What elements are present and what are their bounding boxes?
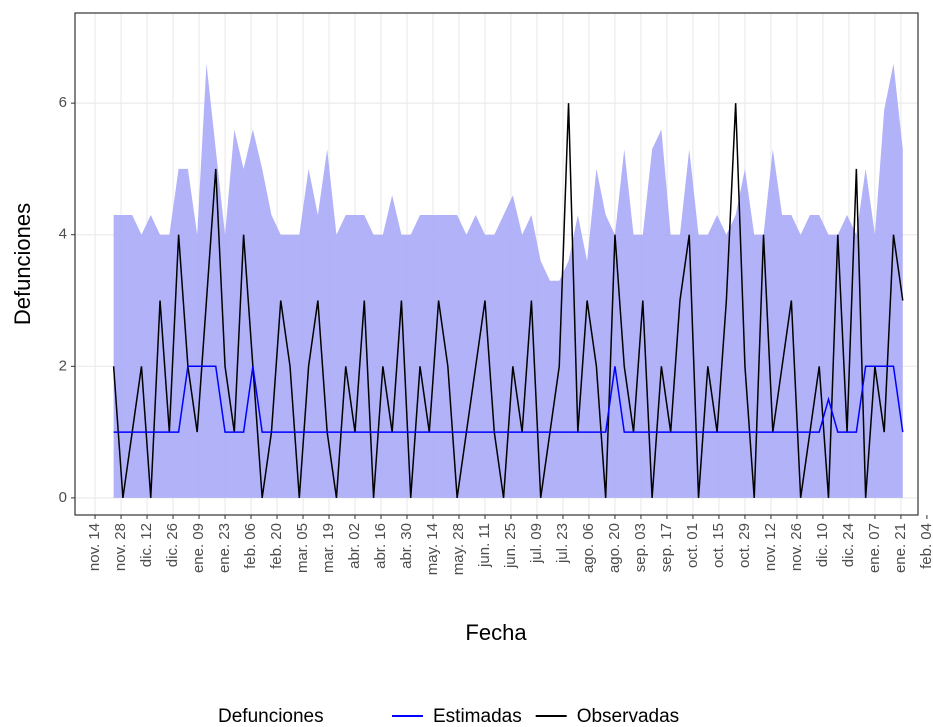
x-tick-label: mar. 19 — [320, 523, 337, 573]
legend-label: Observadas — [577, 706, 679, 727]
x-tick-label: nov. 28 — [112, 523, 129, 571]
y-tick-label: 0 — [59, 489, 67, 506]
x-tick-label: dic. 24 — [840, 523, 857, 567]
x-tick-label: dic. 10 — [814, 523, 831, 567]
series-line — [113, 365, 904, 433]
x-tick-label: abr. 30 — [398, 523, 415, 569]
x-tick-label: ene. 07 — [866, 523, 883, 573]
x-tick-label: feb. 04 — [918, 523, 933, 569]
x-tick-label: may. 14 — [424, 523, 441, 575]
x-tick-label: ene. 21 — [892, 523, 909, 573]
x-tick-label: jun. 11 — [476, 523, 493, 568]
x-tick-label: may. 28 — [450, 523, 467, 575]
x-tick-label: feb. 20 — [268, 523, 285, 569]
x-tick-label: dic. 26 — [164, 523, 181, 567]
legend-label: Estimadas — [433, 706, 522, 727]
x-tick-label: jun. 25 — [502, 523, 519, 569]
y-tick-label: 6 — [59, 94, 67, 111]
x-tick-label: sep. 17 — [658, 523, 675, 572]
x-tick-label: nov. 26 — [788, 523, 805, 571]
x-tick-label: sep. 03 — [632, 523, 649, 572]
x-tick-label: ago. 20 — [606, 523, 623, 573]
x-tick-label: jul. 09 — [528, 523, 545, 564]
x-tick-label: nov. 14 — [86, 523, 103, 571]
x-tick-label: jul. 23 — [554, 523, 571, 564]
x-axis-title: Fecha — [465, 620, 527, 645]
x-tick-label: abr. 16 — [372, 523, 389, 569]
y-tick-label: 4 — [59, 226, 67, 243]
plot-border — [74, 12, 919, 516]
x-tick-label: oct. 15 — [710, 523, 727, 568]
x-tick-label: mar. 05 — [294, 523, 311, 573]
x-tick-label: ene. 23 — [216, 523, 233, 573]
x-tick-label: oct. 01 — [684, 523, 701, 568]
x-tick-label: nov. 12 — [762, 523, 779, 571]
x-tick-label: abr. 02 — [346, 523, 363, 569]
x-tick-label: oct. 29 — [736, 523, 753, 568]
y-axis-title: Defunciones — [10, 203, 35, 325]
x-tick-label: ago. 06 — [580, 523, 597, 573]
x-tick-label: dic. 12 — [138, 523, 155, 567]
y-tick-label: 2 — [59, 357, 67, 374]
x-tick-label: ene. 09 — [190, 523, 207, 573]
legend-title: Defunciones — [218, 706, 324, 727]
x-tick-label: feb. 06 — [242, 523, 259, 569]
